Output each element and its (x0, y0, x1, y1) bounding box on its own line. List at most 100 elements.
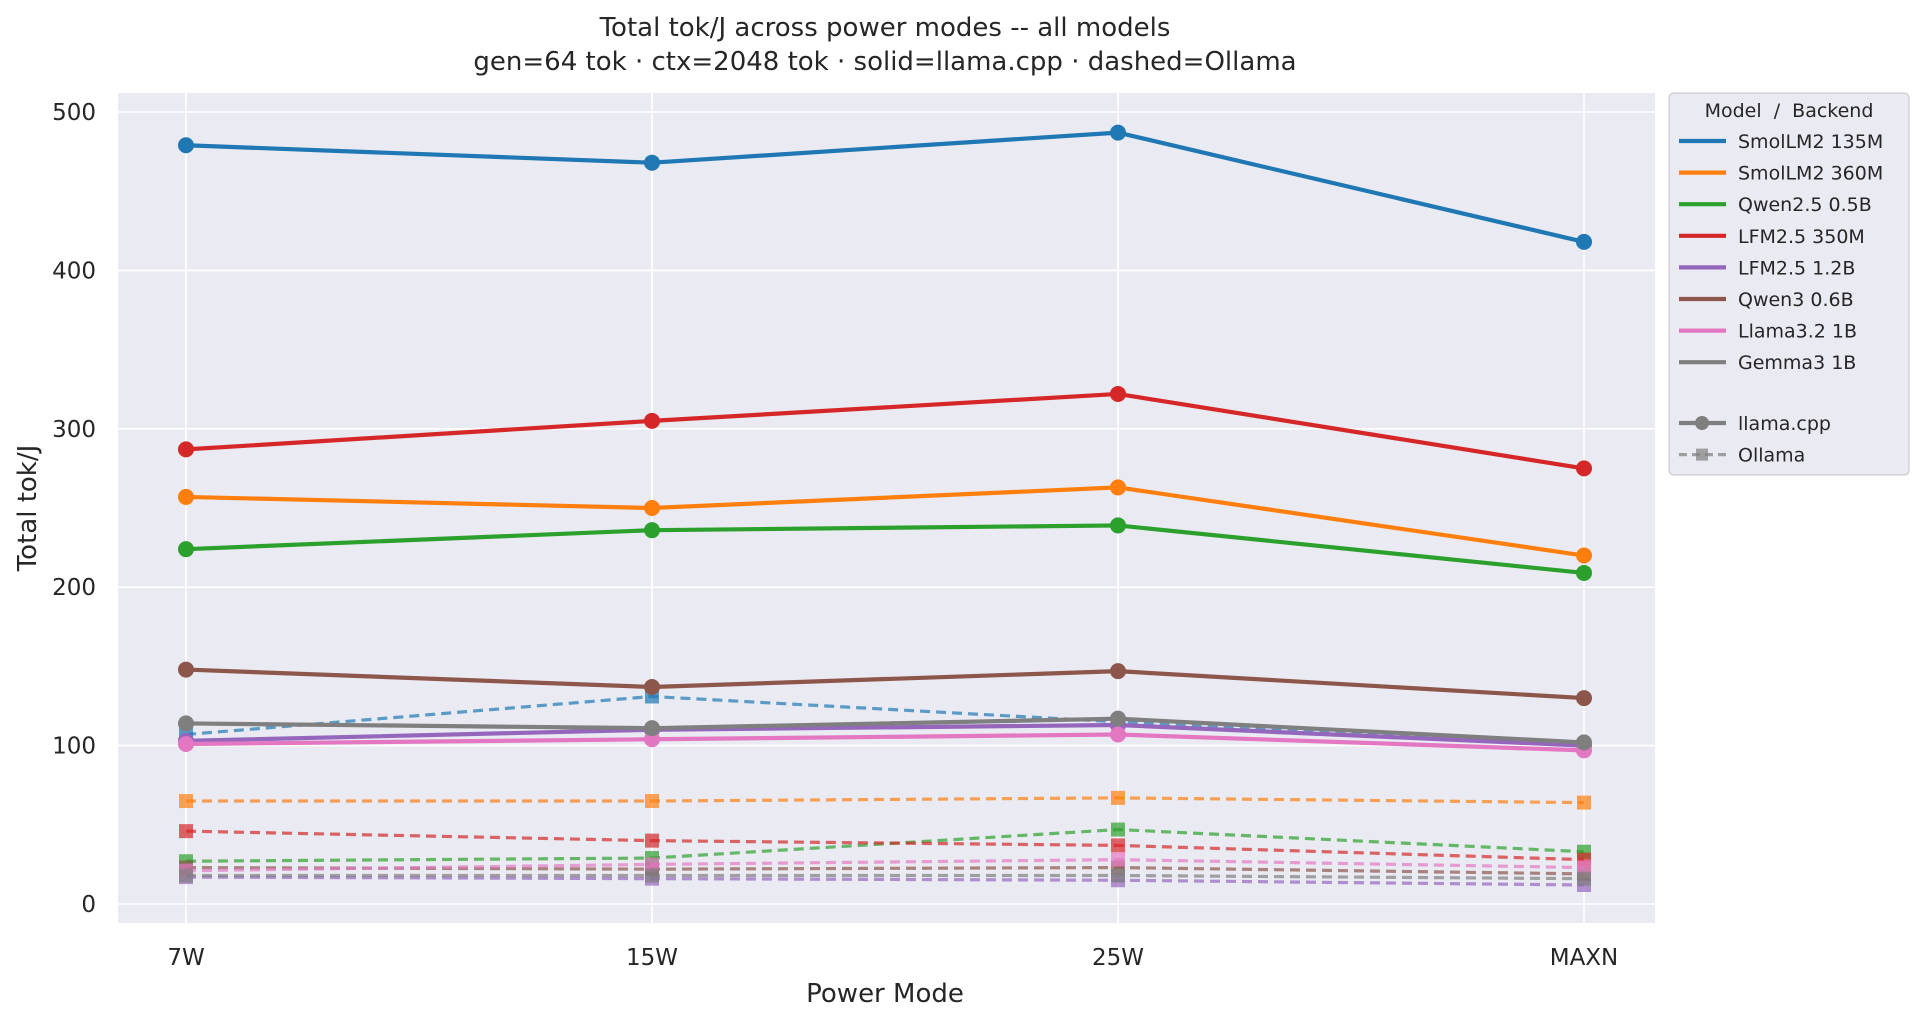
ollama-point-gemma3-1b (645, 868, 659, 883)
ollama-point-gemma3-1b (1111, 868, 1125, 883)
legend-item-qwen3-0-6b: Qwen3 0.6B (1679, 289, 1854, 311)
ollama-point-gemma3-1b (1577, 871, 1591, 886)
legend-item-llama3-2-1b: Llama3.2 1B (1679, 321, 1857, 343)
x-tick-label: 25W (1092, 945, 1144, 971)
grid-layer (118, 93, 1655, 923)
llama-line-gemma3-1b (185, 716, 1585, 745)
y-axis-label: Total tok/J (13, 445, 43, 573)
ollama-point-smollm2-360m (645, 794, 659, 809)
llama-point-smollm2-135m (644, 154, 660, 171)
legend-label: SmolLM2 360M (1738, 163, 1883, 185)
y-tick-label: 200 (52, 575, 96, 601)
chart-title: Total tok/J across power modes -- all mo… (599, 13, 1171, 43)
ollama-point-gemma3-1b (179, 868, 193, 883)
ollama-line-gemma3-1b (186, 873, 1585, 881)
llama-point-qwen2-5-0-5b (1110, 517, 1126, 534)
legend-label: Gemma3 1B (1738, 352, 1856, 374)
x-tick-label: 15W (626, 945, 678, 971)
y-tick-label: 300 (52, 417, 96, 443)
ollama-line-lfm2-5-1-2b (185, 875, 1585, 887)
llama-point-lfm2-5-350m (178, 441, 194, 458)
ollama-point-smollm2-360m (1111, 790, 1125, 805)
legend-item-lfm2-5-1-2b: LFM2.5 1.2B (1679, 257, 1855, 279)
llama-point-gemma3-1b (1576, 734, 1592, 751)
chart-subtitle: gen=64 tok · ctx=2048 tok · solid=llama.… (473, 47, 1296, 77)
llama-line-lfm2-5-350m (185, 391, 1585, 471)
legend-label: Qwen3 0.6B (1738, 289, 1854, 311)
x-axis-label: Power Mode (806, 979, 964, 1009)
llama-point-llama3-2-1b (1110, 726, 1126, 743)
x-axis-ticks: 7W 15W 25W MAXN (167, 945, 1618, 971)
llama-point-qwen2-5-0-5b (644, 522, 660, 539)
ollama-point-llama3-2-1b (1111, 852, 1125, 867)
y-tick-label: 100 (52, 734, 96, 760)
ollama-point-smollm2-360m (1577, 795, 1591, 810)
llama-line-smollm2-360m (185, 485, 1585, 558)
ollama-point-qwen2-5-0-5b (1111, 822, 1125, 837)
x-tick-label: 7W (167, 945, 204, 971)
ollama-line-smollm2-135m (185, 694, 1585, 748)
llama-line-qwen3-0-6b (185, 667, 1585, 701)
legend: Model / Backend SmolLM2 135M SmolLM2 360M… (1668, 92, 1910, 476)
y-tick-label: 500 (52, 100, 96, 126)
llama-point-qwen2-5-0-5b (1576, 564, 1592, 581)
llama-point-qwen2-5-0-5b (178, 541, 194, 558)
y-tick-label: 400 (52, 258, 96, 284)
legend-item-llama-cpp: llama.cpp (1679, 413, 1831, 435)
legend-label: Ollama (1738, 445, 1805, 467)
x-tick-label: MAXN (1550, 945, 1619, 971)
llama-point-llama3-2-1b (644, 731, 660, 748)
legend-label: Qwen2.5 0.5B (1738, 194, 1872, 216)
llama-point-smollm2-360m (644, 500, 660, 516)
llama-point-gemma3-1b (178, 715, 194, 732)
legend-item-lfm2-5-350m: LFM2.5 350M (1679, 226, 1865, 248)
ollama-line-smollm2-360m (186, 796, 1585, 805)
ollama-line-llama3-2-1b (185, 858, 1585, 873)
legend-label: LFM2.5 350M (1738, 226, 1865, 248)
llama-point-smollm2-135m (1110, 124, 1126, 141)
ollama-point-llama3-2-1b (645, 857, 659, 872)
ollama-point-lfm2-5-350m (1111, 838, 1125, 853)
llama-point-lfm2-5-350m (1110, 385, 1126, 402)
llama-point-lfm2-5-350m (1576, 460, 1592, 477)
llama-point-gemma3-1b (1110, 710, 1126, 727)
ollama-point-lfm2-5-350m (645, 833, 659, 848)
legend-item-smollm2-360m: SmolLM2 360M (1679, 163, 1883, 185)
llama-point-smollm2-360m (178, 488, 194, 505)
llama-point-gemma3-1b (644, 720, 660, 737)
legend-box (1668, 92, 1910, 476)
llama-point-qwen3-0-6b (1576, 690, 1592, 707)
ollama-line-qwen2-5-0-5b (185, 827, 1585, 863)
llama-line-smollm2-135m (185, 130, 1585, 244)
ollama-point-lfm2-5-350m (179, 824, 193, 839)
y-axis-ticks: 0 100 200 300 400 500 (52, 100, 96, 918)
legend-label: Llama3.2 1B (1738, 321, 1857, 343)
llama-line-qwen2-5-0-5b (185, 523, 1585, 576)
llama-point-lfm2-5-350m (644, 412, 660, 429)
legend-marker (1696, 448, 1708, 461)
llama-point-smollm2-360m (1110, 479, 1126, 496)
llama-line-lfm2-5-1-2b (185, 722, 1585, 748)
llama-point-smollm2-135m (1576, 233, 1592, 250)
legend-item-ollama: Ollama (1679, 445, 1805, 467)
llama-point-smollm2-135m (178, 137, 194, 154)
legend-label: LFM2.5 1.2B (1738, 257, 1855, 279)
legend-title: Model / Backend (1705, 100, 1874, 122)
llama-point-qwen3-0-6b (644, 678, 660, 695)
plot-area (118, 93, 1655, 923)
llama-point-smollm2-360m (1576, 547, 1592, 564)
legend-item-smollm2-135m: SmolLM2 135M (1679, 131, 1883, 153)
llama-point-qwen3-0-6b (1110, 663, 1126, 680)
ollama-point-llama3-2-1b (1577, 860, 1591, 875)
legend-label: SmolLM2 135M (1738, 131, 1883, 153)
legend-label: llama.cpp (1738, 413, 1831, 435)
llama-point-llama3-2-1b (178, 736, 194, 753)
ollama-line-lfm2-5-350m (185, 829, 1585, 862)
llama-series-layer (178, 124, 1592, 759)
y-tick-label: 0 (81, 892, 96, 918)
legend-items: SmolLM2 135M SmolLM2 360M Qwen2.5 0.5B LFM2… (1679, 131, 1883, 467)
ollama-point-smollm2-360m (179, 794, 193, 809)
legend-marker (1695, 416, 1709, 430)
